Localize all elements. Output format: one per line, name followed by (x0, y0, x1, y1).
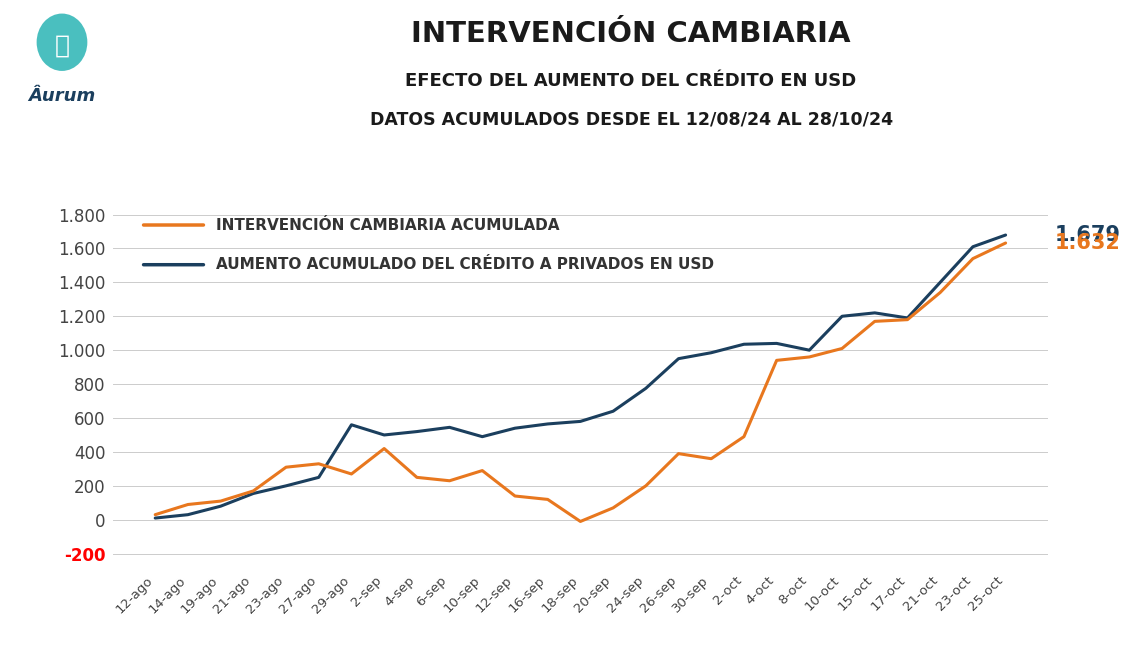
Text: AUMENTO ACUMULADO DEL CRÉDITO A PRIVADOS EN USD: AUMENTO ACUMULADO DEL CRÉDITO A PRIVADOS… (215, 257, 713, 273)
Text: 1.632: 1.632 (1055, 233, 1121, 253)
Text: Âurum: Âurum (28, 87, 96, 106)
Text: INTERVENCIÓN CAMBIARIA ACUMULADA: INTERVENCIÓN CAMBIARIA ACUMULADA (215, 218, 559, 233)
Text: INTERVENCIÓN CAMBIARIA: INTERVENCIÓN CAMBIARIA (411, 20, 851, 48)
Ellipse shape (36, 14, 88, 71)
Text: EFECTO DEL AUMENTO DEL CRÉDITO EN USD: EFECTO DEL AUMENTO DEL CRÉDITO EN USD (406, 72, 857, 90)
Text: ᗅ: ᗅ (54, 33, 70, 57)
Text: 1.679: 1.679 (1055, 225, 1121, 245)
Text: DATOS ACUMULADOS DESDE EL 12/08/24 AL 28/10/24: DATOS ACUMULADOS DESDE EL 12/08/24 AL 28… (370, 111, 893, 129)
